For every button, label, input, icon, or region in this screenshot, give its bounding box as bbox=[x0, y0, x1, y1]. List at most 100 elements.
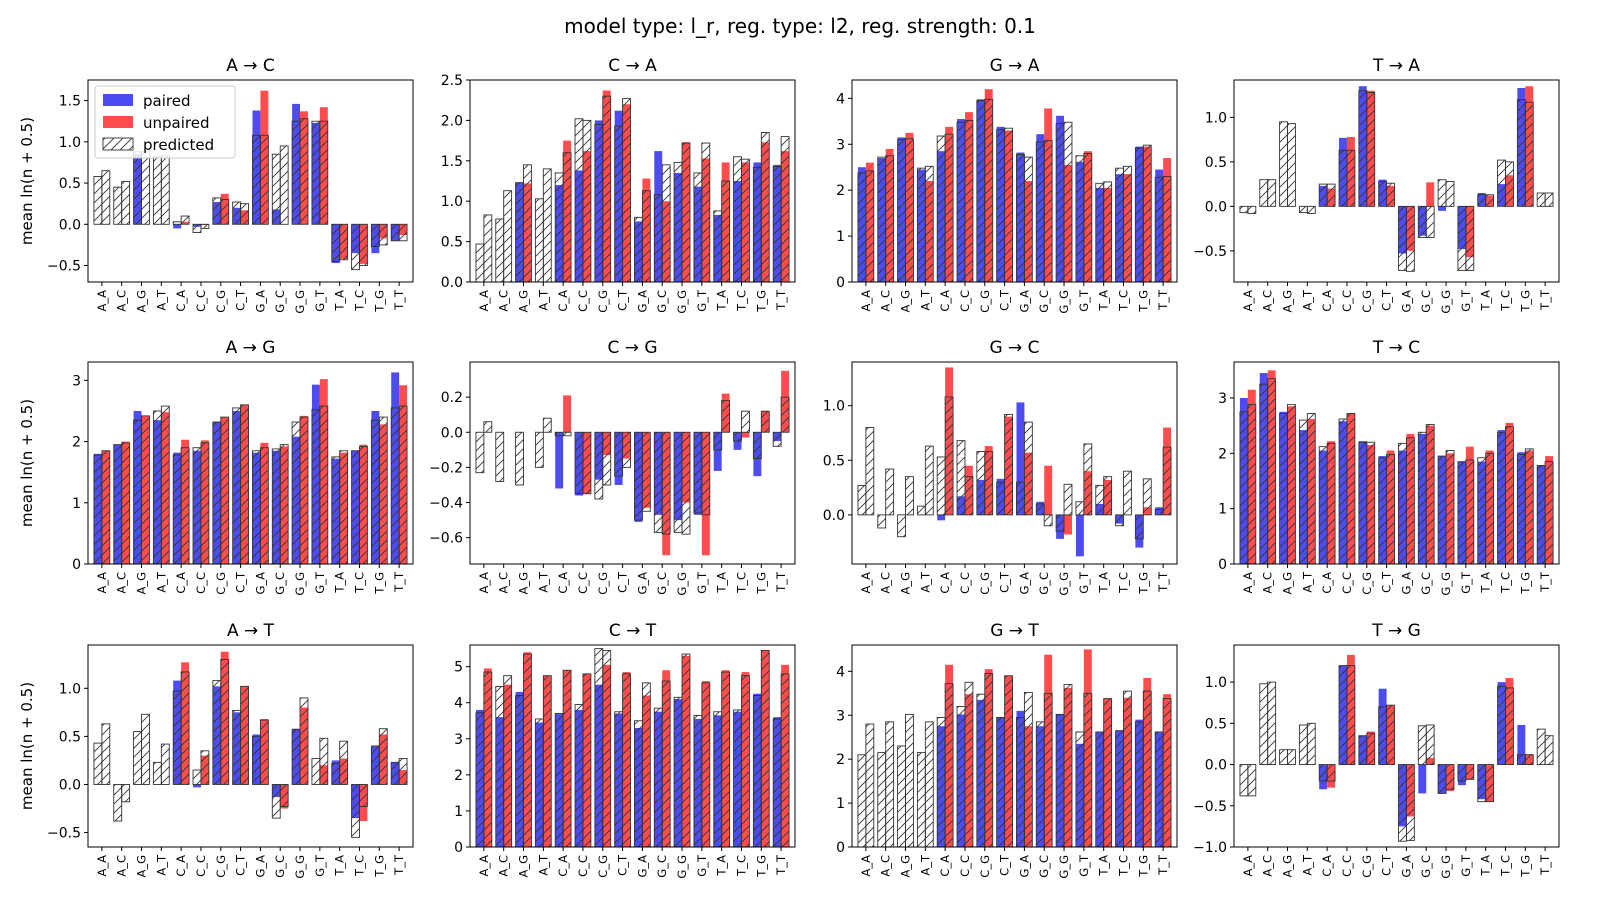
bar-predicted bbox=[1016, 481, 1025, 516]
bar-predicted bbox=[113, 784, 123, 822]
bar-predicted bbox=[780, 673, 790, 848]
bar-predicted bbox=[984, 673, 994, 848]
bar-predicted bbox=[976, 693, 986, 848]
bar-predicted bbox=[661, 431, 671, 535]
bar-predicted bbox=[924, 445, 934, 516]
bar-predicted bbox=[1267, 681, 1277, 766]
y-tick-label: 0.5 bbox=[1205, 155, 1227, 171]
bar-predicted bbox=[1465, 205, 1475, 271]
x-tick-label: T_C bbox=[1498, 855, 1512, 877]
x-tick-label: T_T bbox=[774, 854, 788, 876]
bar-predicted bbox=[1154, 176, 1164, 283]
x-tick-label: T_T bbox=[774, 571, 788, 593]
x-tick-label: C_A bbox=[556, 572, 570, 594]
bar-predicted bbox=[1123, 690, 1132, 848]
bar-predicted bbox=[1075, 155, 1085, 283]
x-tick-label: A_A bbox=[477, 855, 491, 877]
y-tick-label: 0.5 bbox=[823, 453, 845, 469]
bar-predicted bbox=[351, 784, 360, 838]
bar-predicted bbox=[760, 132, 770, 283]
x-tick-label: C_C bbox=[194, 572, 208, 594]
x-tick-label: A_C bbox=[879, 290, 893, 312]
x-tick-label: T_T bbox=[1538, 289, 1552, 311]
x-tick-label: A_G bbox=[1281, 290, 1295, 313]
x-tick-label: C_A bbox=[1320, 855, 1334, 877]
bar-unpaired bbox=[563, 395, 572, 433]
x-tick-label: G_C bbox=[655, 855, 669, 878]
bar-predicted bbox=[291, 120, 301, 225]
bar-predicted bbox=[653, 194, 663, 283]
bar-predicted bbox=[133, 419, 142, 565]
bar-predicted bbox=[602, 431, 612, 486]
bar-predicted bbox=[232, 201, 242, 225]
x-tick-label: C_A bbox=[1320, 290, 1334, 312]
x-tick-label: G_C bbox=[1419, 290, 1433, 313]
x-tick-label: A_G bbox=[899, 290, 913, 313]
bar-predicted bbox=[390, 407, 400, 565]
subplot-8: T → C A_A A_C A_G A_T C_A C_C C_G C_T G_A G_C G_G G_… bbox=[1218, 338, 1560, 596]
bar-predicted bbox=[1485, 764, 1495, 803]
x-tick-label: C_A bbox=[556, 290, 570, 312]
bar-predicted bbox=[1134, 147, 1144, 283]
axes-frame bbox=[1233, 361, 1560, 565]
bar-predicted bbox=[1524, 754, 1534, 766]
y-tick-label: 1 bbox=[72, 496, 81, 512]
bar-predicted bbox=[331, 223, 341, 262]
y-tick-label: 1.0 bbox=[823, 399, 845, 415]
y-tick-label: 1.5 bbox=[59, 94, 81, 110]
bar-predicted bbox=[495, 686, 505, 848]
bar-predicted bbox=[1477, 194, 1487, 207]
x-tick-label: C_T bbox=[998, 571, 1012, 593]
y-tick-label: 2 bbox=[836, 183, 845, 199]
bar-predicted bbox=[1259, 383, 1269, 565]
bar-predicted bbox=[291, 421, 301, 565]
bar-predicted bbox=[634, 216, 643, 283]
y-tick-label: 4 bbox=[454, 696, 463, 712]
bar-predicted bbox=[1497, 159, 1506, 207]
bar-predicted bbox=[1134, 721, 1144, 848]
bar-predicted bbox=[475, 712, 485, 848]
bar-predicted bbox=[1279, 413, 1288, 565]
y-tick-label: 0 bbox=[836, 840, 845, 856]
bar-predicted bbox=[562, 152, 572, 283]
y-axis-label: mean ln(n + 0.5) bbox=[18, 399, 36, 527]
x-tick-label: A_T bbox=[1300, 289, 1314, 311]
bar-predicted bbox=[291, 729, 301, 785]
y-tick-label: 5 bbox=[454, 660, 463, 676]
y-tick-label: 2 bbox=[836, 752, 845, 768]
bar-predicted bbox=[319, 405, 329, 565]
bar-predicted bbox=[1378, 457, 1388, 565]
bar-predicted bbox=[1425, 424, 1435, 565]
bar-predicted bbox=[1142, 478, 1152, 516]
bar-predicted bbox=[534, 431, 544, 468]
y-tick-label: 0.5 bbox=[1205, 716, 1227, 732]
bar-predicted bbox=[370, 419, 380, 565]
bar-predicted bbox=[331, 456, 341, 565]
bar-predicted bbox=[1346, 665, 1356, 766]
bar-predicted bbox=[93, 176, 103, 225]
bar-predicted bbox=[378, 728, 388, 785]
bar-predicted bbox=[1524, 101, 1534, 207]
axes-frame bbox=[87, 644, 414, 848]
bar-predicted bbox=[741, 675, 750, 848]
bar-predicted bbox=[271, 784, 281, 819]
subplot-title: G → C bbox=[989, 338, 1039, 358]
x-tick-label: C_A bbox=[938, 290, 952, 312]
bar-predicted bbox=[772, 166, 782, 283]
y-tick-label: 1.0 bbox=[1205, 110, 1227, 126]
bar-predicted bbox=[152, 410, 162, 565]
bar-predicted bbox=[741, 410, 750, 433]
bar-predicted bbox=[483, 421, 493, 433]
x-tick-label: A_A bbox=[477, 572, 491, 594]
x-tick-label: G_A bbox=[1017, 572, 1031, 595]
x-tick-label: A_A bbox=[95, 290, 109, 312]
bar-predicted bbox=[554, 431, 564, 437]
bar-predicted bbox=[1306, 722, 1316, 766]
bar-predicted bbox=[1287, 404, 1296, 565]
bar-predicted bbox=[1154, 508, 1164, 516]
subplot-9: A → T A_A A_C A_G A_T C_A C_C C_G C_T G_A G_C G_G G_… bbox=[47, 621, 414, 879]
bar-predicted bbox=[614, 125, 624, 283]
axes-frame bbox=[1233, 79, 1560, 283]
bar-predicted bbox=[1016, 153, 1025, 283]
